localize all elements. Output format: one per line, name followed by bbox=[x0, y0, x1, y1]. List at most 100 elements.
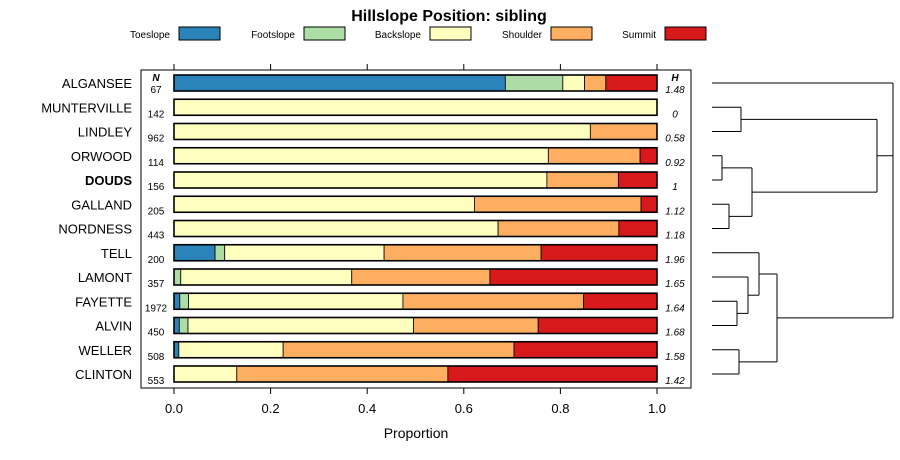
bar-segment-footslope bbox=[214, 244, 226, 262]
bar-segment-summit bbox=[618, 220, 658, 237]
bar-segment-backslope bbox=[180, 268, 353, 286]
legend-swatch bbox=[303, 26, 346, 41]
row-n: 1972 bbox=[145, 303, 168, 314]
row-n: 156 bbox=[148, 182, 165, 193]
bar-segment-backslope bbox=[173, 123, 591, 140]
bar-row: LAMONT 357 1.65 bbox=[78, 268, 685, 290]
row-label: MUNTERVILLE bbox=[41, 100, 132, 115]
legend-label: Shoulder bbox=[502, 30, 543, 41]
bar-outline bbox=[173, 219, 658, 238]
bar-row: ORWOOD 114 0.92 bbox=[71, 146, 685, 169]
bar-segment-shoulder bbox=[474, 195, 642, 213]
bar-segment-summit bbox=[617, 171, 658, 189]
n-header: N bbox=[152, 73, 160, 84]
x-axis: 0.0 0.2 0.4 0.6 0.8 1.0 bbox=[165, 64, 666, 416]
row-n: 450 bbox=[148, 328, 165, 339]
row-n: 508 bbox=[148, 352, 165, 363]
bar-segment-backslope bbox=[224, 244, 385, 262]
legend-label: Summit bbox=[622, 30, 656, 41]
bar-segment-summit bbox=[605, 74, 658, 92]
x-tick-label: 0.6 bbox=[455, 401, 473, 416]
row-label: NORDNESS bbox=[58, 222, 132, 237]
x-tick-label: 0.2 bbox=[262, 401, 280, 416]
row-n: 142 bbox=[148, 109, 165, 120]
row-n: 67 bbox=[150, 85, 162, 96]
row-label: CLINTON bbox=[75, 367, 132, 382]
bar-row: FAYETTE 1972 1.64 bbox=[75, 292, 685, 314]
row-n: 357 bbox=[148, 279, 165, 290]
bar-segment-shoulder bbox=[282, 341, 515, 359]
dendrogram bbox=[712, 82, 894, 375]
x-tick-label: 0.4 bbox=[358, 401, 376, 416]
bar-segment-shoulder bbox=[413, 317, 539, 334]
bar-segment-toeslope bbox=[173, 292, 181, 310]
bar-segment-shoulder bbox=[402, 292, 584, 310]
bar-segment-backslope bbox=[173, 365, 238, 383]
row-h: 1.42 bbox=[665, 376, 685, 387]
bar-segment-backslope bbox=[173, 220, 499, 237]
row-label: FAYETTE bbox=[75, 294, 132, 309]
bar-outline bbox=[173, 74, 658, 92]
row-label: WELLER bbox=[79, 343, 132, 358]
x-tick-label: 0.0 bbox=[165, 401, 183, 416]
bar-segment-backslope bbox=[188, 292, 404, 310]
row-label: LAMONT bbox=[78, 270, 132, 285]
row-h: 1.64 bbox=[665, 303, 685, 314]
bar-segment-shoulder bbox=[584, 74, 607, 92]
plot-frame bbox=[140, 69, 692, 389]
bar-segment-backslope bbox=[178, 341, 284, 359]
bar-outline bbox=[173, 195, 658, 214]
bar-row: LINDLEY 962 0.58 bbox=[78, 122, 685, 145]
bar-segment-summit bbox=[540, 244, 658, 262]
row-label: DOUDS bbox=[85, 173, 132, 188]
legend-label: Footslope bbox=[251, 30, 295, 41]
row-h: 1.65 bbox=[665, 279, 685, 290]
bar-segment-backslope bbox=[187, 317, 414, 334]
bar-outline bbox=[173, 316, 658, 335]
bar-segment-summit bbox=[639, 147, 658, 165]
bar-segment-summit bbox=[489, 268, 658, 286]
row-label: ALGANSEE bbox=[62, 76, 132, 91]
row-label: LINDLEY bbox=[78, 125, 133, 140]
bar-segment-summit bbox=[583, 292, 658, 310]
legend-label: Backslope bbox=[375, 30, 422, 41]
bar-row: NORDNESS 443 1.18 bbox=[58, 219, 685, 242]
bar-outline bbox=[173, 365, 658, 383]
legend-swatch bbox=[429, 26, 472, 41]
bar-outline bbox=[173, 171, 658, 189]
bar-outline bbox=[173, 340, 658, 359]
row-h: 1.12 bbox=[665, 206, 685, 217]
bar-outline bbox=[173, 292, 658, 311]
bar-segment-footslope bbox=[173, 268, 182, 286]
bar-segment-backslope bbox=[562, 74, 585, 92]
row-label: GALLAND bbox=[71, 197, 132, 212]
row-h: 1.18 bbox=[665, 231, 685, 242]
bar-row: CLINTON 553 1.42 bbox=[75, 365, 685, 387]
bar-segment-backslope bbox=[173, 171, 548, 189]
legend-swatch bbox=[178, 26, 221, 41]
bar-segment-shoulder bbox=[546, 171, 619, 189]
row-h: 1 bbox=[672, 182, 678, 193]
legend-swatch bbox=[550, 26, 593, 41]
row-h: 1.58 bbox=[665, 352, 685, 363]
bar-segment-footslope bbox=[504, 74, 564, 92]
bar-segment-footslope bbox=[179, 292, 189, 310]
row-n: 443 bbox=[148, 231, 165, 242]
row-label: ORWOOD bbox=[71, 149, 132, 164]
row-n: 205 bbox=[148, 206, 165, 217]
bar-outline bbox=[173, 268, 658, 286]
row-n: 114 bbox=[148, 158, 164, 169]
x-tick-label: 0.8 bbox=[551, 401, 569, 416]
bar-row: MUNTERVILLE 142 0 bbox=[41, 98, 678, 120]
bar-segment-backslope bbox=[173, 98, 658, 116]
bar-segment-summit bbox=[513, 341, 658, 359]
x-axis-label: Proportion bbox=[384, 425, 449, 441]
bar-row: TELL 200 1.96 bbox=[101, 243, 685, 266]
row-h: 0.92 bbox=[665, 158, 685, 169]
bar-segment-shoulder bbox=[589, 123, 658, 140]
bar-row: GALLAND 205 1.12 bbox=[71, 195, 685, 217]
row-label: ALVIN bbox=[95, 319, 132, 334]
bar-row: ALGANSEE 67 1.48 bbox=[62, 74, 685, 96]
bar-segment-shoulder bbox=[351, 268, 491, 286]
